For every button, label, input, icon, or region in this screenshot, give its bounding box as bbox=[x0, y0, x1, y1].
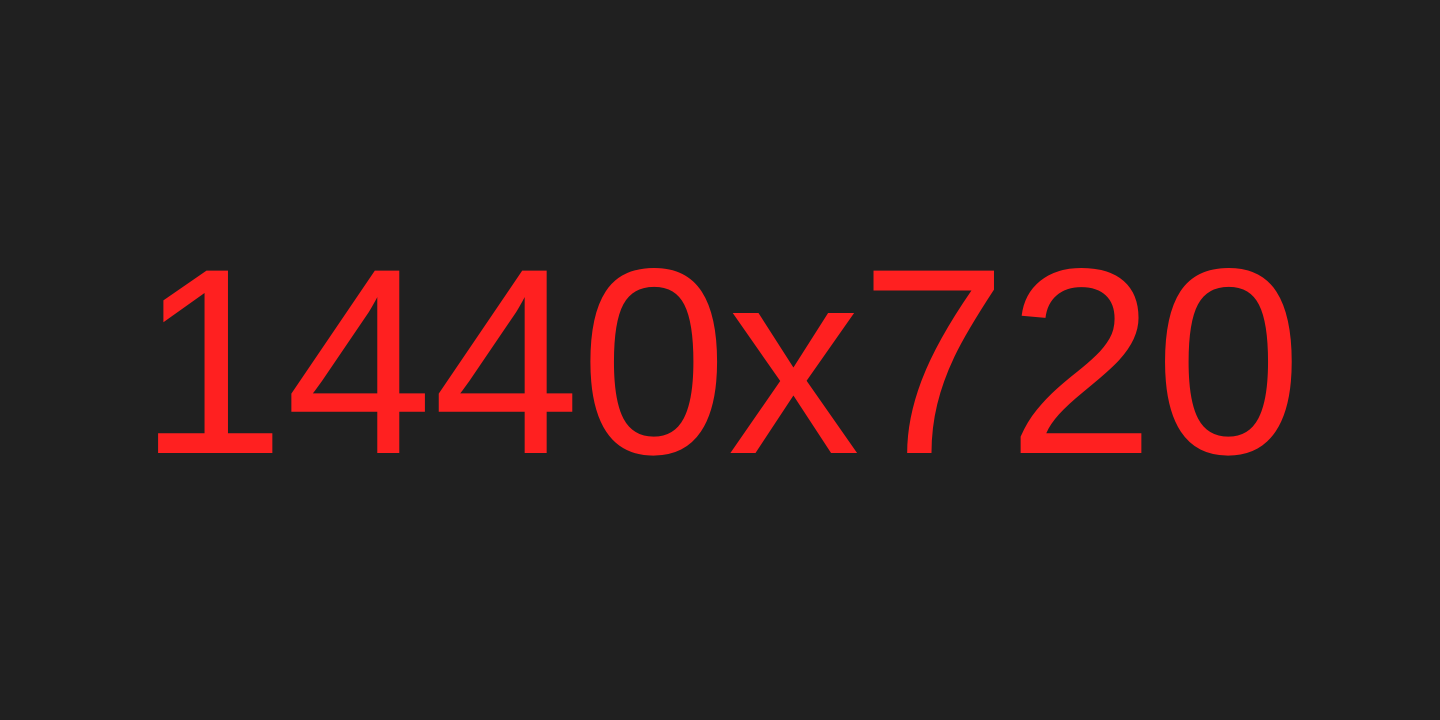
placeholder-canvas: 1440x720 bbox=[137, 213, 1303, 510]
dimension-label: 1440x720 bbox=[137, 213, 1303, 510]
